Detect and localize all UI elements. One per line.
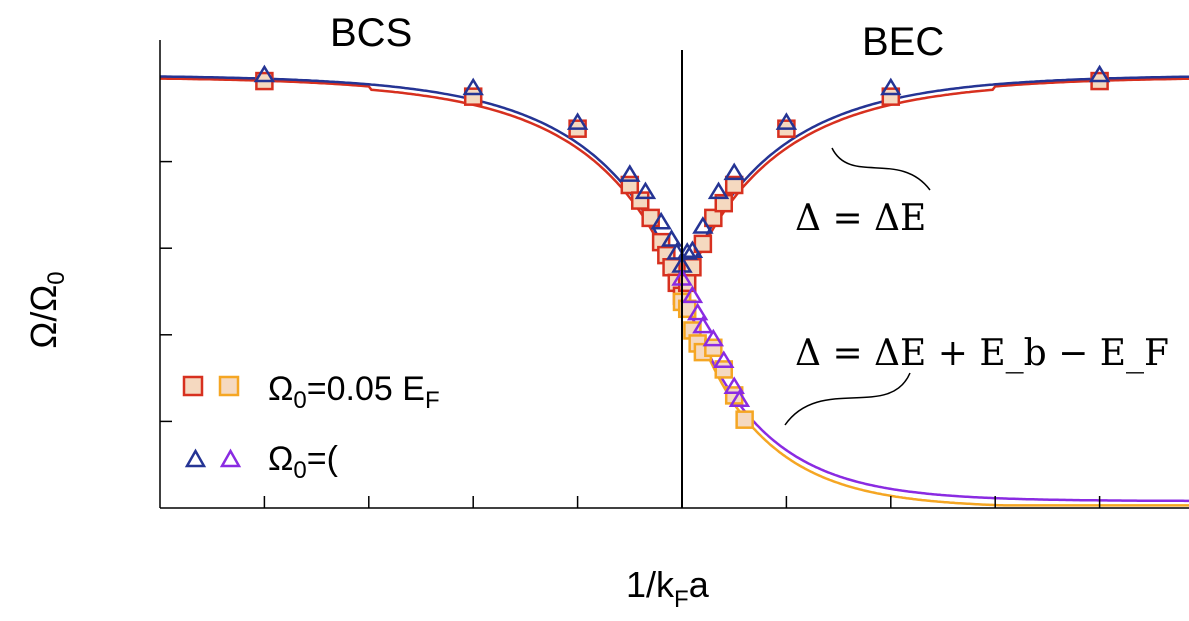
legend-marker-triangle-blue [184, 448, 207, 468]
marker-triangle-blue [619, 164, 641, 182]
curve-purple-lower [680, 288, 1189, 503]
legend-marker-square-red [182, 375, 204, 397]
marker-square-orange [704, 338, 723, 358]
markers-layer [253, 64, 1111, 429]
annotation-upper-squiggle [831, 147, 931, 191]
marker-triangle-blue [692, 216, 714, 234]
annotation-lower: Δ = ΔE + E_b − E_F [795, 333, 1169, 374]
marker-triangle-purple [681, 285, 704, 304]
marker-square-red [704, 208, 723, 228]
region-label-bcs: BCS [330, 11, 412, 55]
marker-triangle-purple [702, 328, 725, 347]
marker-triangle-blue [253, 64, 276, 83]
marker-square-red [724, 175, 744, 195]
marker-triangle-blue [634, 181, 657, 200]
marker-triangle-blue [681, 240, 704, 259]
legend-marker-square-orange [218, 375, 240, 397]
marker-square-red [463, 87, 483, 106]
marker-triangle-purple [692, 315, 714, 334]
marker-square-red [630, 191, 650, 210]
marker-triangle-blue [566, 112, 589, 130]
x-axis-label: 1/kFa [626, 564, 710, 613]
marker-triangle-purple [686, 302, 709, 321]
y-axis-label-sub: 0 [43, 271, 70, 284]
y-axis-label: Ω/Ω0 [23, 271, 70, 348]
marker-triangle-purple [728, 389, 751, 407]
marker-triangle-blue [1088, 64, 1111, 83]
annotation-lower-squiggle [784, 372, 911, 426]
marker-triangle-purple [723, 376, 745, 395]
annotation-upper: Δ = ΔE [795, 198, 926, 239]
marker-triangle-blue [650, 211, 672, 230]
marker-square-red [693, 234, 713, 254]
x-axis-label-sub: F [674, 586, 689, 613]
ticks-layer [160, 160, 1101, 508]
legend-marker-triangle-purple [219, 448, 242, 468]
legend-entry-1: Ω0=0.05 EF [268, 370, 440, 414]
marker-square-red [714, 193, 734, 213]
marker-square-red [881, 87, 901, 106]
marker-triangle-blue [462, 77, 484, 96]
marker-triangle-blue [723, 162, 745, 181]
marker-triangle-blue [707, 181, 730, 200]
marker-square-orange [735, 410, 754, 429]
marker-triangle-blue [775, 112, 798, 130]
marker-triangle-blue [660, 229, 683, 247]
marker-square-orange [714, 360, 734, 379]
region-label-bec: BEC [862, 20, 944, 64]
marker-triangle-blue [880, 77, 902, 96]
legend-entry-2: Ω0=( [268, 440, 339, 484]
curve-orange-lower [680, 288, 1189, 507]
legend: Ω0=0.05 EF Ω0=( [182, 370, 440, 484]
marker-triangle-purple [713, 350, 735, 369]
